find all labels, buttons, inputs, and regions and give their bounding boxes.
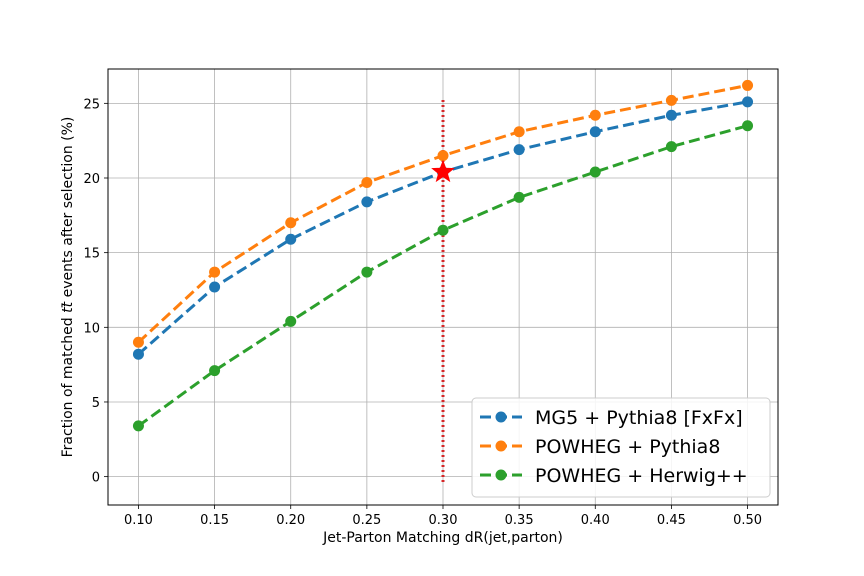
y-tick-label: 25 [83,97,100,112]
star-marker [431,159,455,183]
data-point [513,144,525,156]
legend-item: POWHEG + Pythia8 [480,436,720,458]
legend-label: MG5 + Pythia8 [FxFx] [535,407,743,429]
y-axis-label: Fraction of matched tt̄ events after sel… [60,117,76,458]
y-axis-ticks: 0 5 10 15 20 25 [83,97,108,486]
data-point [665,94,677,106]
series-1 [132,79,754,348]
legend-label: POWHEG + Herwig++ [535,465,748,487]
legend-item: POWHEG + Herwig++ [480,465,748,487]
legend-label: POWHEG + Pythia8 [535,436,720,458]
y-label-prefix: Fraction of matched [60,313,76,458]
data-point [665,141,677,153]
x-tick-label: 0.50 [733,513,762,528]
data-point [285,217,297,229]
legend-box [471,397,771,498]
data-point [742,79,754,91]
data-point [209,365,221,377]
data-point [742,120,754,132]
data-point [361,176,373,188]
data-point [589,166,601,178]
data-point [132,336,144,348]
x-tick-label: 0.40 [581,513,610,528]
data-point [665,109,677,121]
legend-marker [495,440,507,452]
data-point [132,420,144,432]
x-tick-label: 0.15 [200,513,229,528]
x-axis-label: Jet-Parton Matching dR(jet,parton) [322,530,563,546]
legend-marker [495,411,507,423]
data-point [209,266,221,278]
x-tick-label: 0.25 [352,513,381,528]
data-point [437,150,449,162]
x-tick-label: 0.45 [657,513,686,528]
y-tick-label: 10 [83,321,100,336]
legend-item: MG5 + Pythia8 [FxFx] [480,407,743,429]
legend: MG5 + Pythia8 [FxFx] POWHEG + Pythia8 POWH… [471,397,771,498]
data-point [361,196,373,208]
y-tick-label: 15 [83,247,100,262]
y-label-tbar: t [60,301,76,307]
x-axis-ticks: 0.10 0.15 0.20 0.25 0.30 0.35 0.40 0.45 0.50 [124,505,762,528]
legend-marker [495,469,507,481]
y-label-t: t [60,307,76,313]
data-point [437,224,449,236]
x-tick-label: 0.30 [429,513,458,528]
data-point [285,315,297,327]
data-point [361,266,373,278]
data-point [132,348,144,360]
y-tick-label: 5 [92,396,100,411]
data-point [285,233,297,245]
data-point [589,109,601,121]
data-point [589,126,601,138]
data-point [742,96,754,108]
star-marker-layer [431,159,455,183]
x-tick-label: 0.10 [124,513,153,528]
y-tick-label: 20 [83,172,100,187]
x-tick-label: 0.20 [276,513,305,528]
series-layer [132,79,754,432]
y-label-suffix: events after selection (%) [60,117,76,302]
y-tick-label: 0 [92,471,100,486]
x-tick-label: 0.35 [505,513,534,528]
data-point [513,126,525,138]
data-point [209,281,221,293]
series-2 [132,120,754,432]
data-point [513,191,525,203]
